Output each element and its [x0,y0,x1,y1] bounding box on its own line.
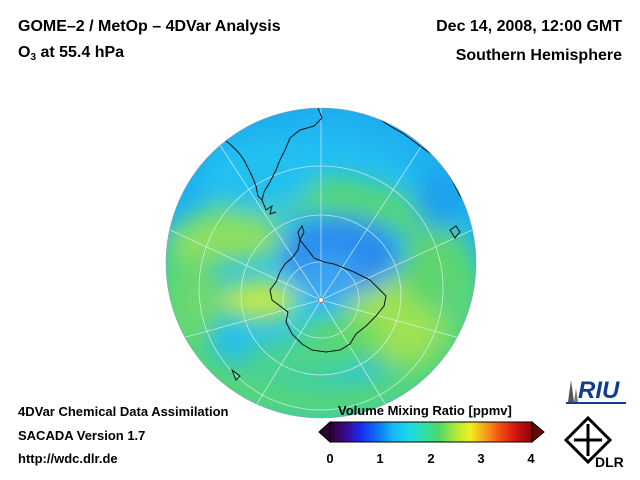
footer-line-1: 4DVar Chemical Data Assimilation [18,404,229,419]
colorbar [318,421,545,443]
colorbar-gradient [329,421,533,443]
colorbar-tick-label: 3 [477,451,485,466]
south-pole-marker [318,297,324,303]
colorbar-under-arrow [318,421,331,443]
svg-text:RIU: RIU [578,377,620,404]
region-label: Southern Hemisphere [455,47,622,64]
map-title: GOME–2 / MetOp – 4DVar Analysis [18,18,281,35]
dlr-logo-symbol-icon [563,415,613,465]
globe-outline [165,107,477,419]
graticule [169,108,473,416]
footer-line-2: SACADA Version 1.7 [18,428,146,443]
colorbar-tick-label: 0 [326,451,334,466]
dlr-logo: DLR [563,415,624,470]
footer-url-link[interactable]: http://wdc.dlr.de [18,451,118,466]
colorbar-title: Volume Mixing Ratio [ppmv] [338,403,512,418]
colorbar-over-arrow [531,421,545,443]
colorbar-tick-label: 2 [427,451,435,466]
riu-logo-tower-icon [568,380,574,402]
ozone-field-pattern [166,140,476,418]
colorbar-tick-label: 4 [527,451,535,466]
species-label: O3 at 55.4 hPa [18,44,125,63]
svg-text:DLR: DLR [595,454,624,470]
riu-logo: RIU [566,377,626,404]
date-time-label: Dec 14, 2008, 12:00 GMT [436,18,622,35]
colorbar-tick-label: 1 [376,451,384,466]
